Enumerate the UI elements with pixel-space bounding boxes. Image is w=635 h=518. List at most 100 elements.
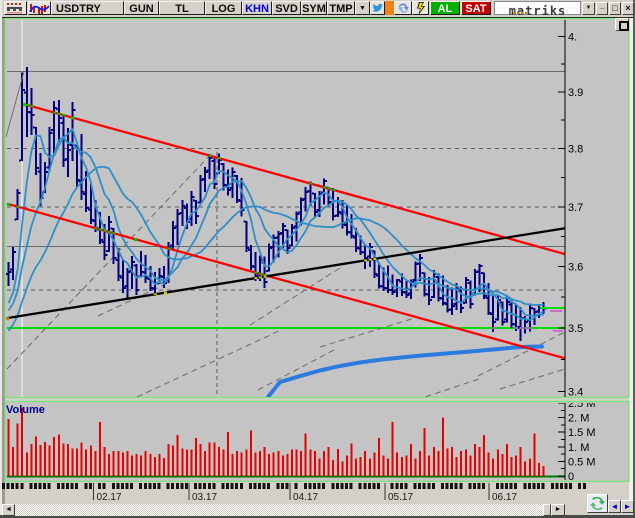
buy-button[interactable]: AL: [430, 1, 460, 15]
price-tick-label: 3.5: [568, 323, 583, 335]
price-tick-label: 3.6: [568, 262, 583, 274]
scroll-left-icon: ◄: [5, 506, 12, 513]
trendline-black-support[interactable]: [6, 227, 566, 320]
prev-arrow-icon: ◄: [610, 502, 619, 511]
trendline-steep-gray[interactable]: [6, 71, 25, 138]
diagonal-guide-line: [319, 316, 419, 348]
diagonal-guide-line: [97, 281, 171, 317]
diagonal-guide-line: [257, 349, 335, 391]
toolbar-button-khn[interactable]: KHN: [242, 1, 272, 15]
window-border-right: [633, 0, 635, 518]
volume-tick-label: 1. M: [568, 442, 589, 454]
sell-button[interactable]: SAT: [461, 1, 491, 15]
moving-average-200: [266, 344, 544, 397]
diagonal-guide-line: [136, 329, 282, 397]
price-tick-label: 3.8: [568, 144, 583, 156]
volume-axis-labels: 2.5 M 2. M 1.5 M 1. M 0.5 M 0: [558, 403, 596, 483]
price-tick-label: 3.9: [568, 87, 583, 99]
blue-sync-arrows-icon: [397, 3, 409, 13]
price-tick-label: 3.7: [568, 202, 583, 214]
trendline-anchor-dot[interactable]: [71, 116, 74, 120]
volume-tick-label: 0.5 M: [568, 456, 596, 468]
symbol-cell[interactable]: USDTRY: [51, 1, 124, 15]
khn-label: KHN: [245, 3, 269, 15]
scroll-right-icon: ►: [554, 506, 562, 513]
template-dropdown-button[interactable]: ▼: [355, 1, 370, 15]
trendline-anchor-dot[interactable]: [134, 238, 137, 242]
scrollbar-thumb[interactable]: [543, 504, 551, 516]
moving-average-5: [7, 128, 544, 321]
scroll-left-button[interactable]: ◄: [2, 504, 15, 516]
log-label: LOG: [211, 3, 236, 15]
price-pane: [4, 17, 630, 399]
price-tick-label: 4.: [568, 32, 577, 44]
toolbar-button-svd[interactable]: SVD: [272, 1, 301, 15]
sym-label: SYM: [302, 3, 326, 15]
toolbar-button-tmp[interactable]: TMP: [327, 1, 355, 15]
matriks-logo: matriks: [494, 1, 581, 18]
diagonal-guide-line: [423, 377, 483, 397]
window-dropdown-button[interactable]: ▼: [582, 2, 595, 15]
close-button[interactable]: ×: [622, 2, 634, 15]
diagonal-guide-line: [477, 331, 566, 377]
scroll-right-button[interactable]: ►: [551, 504, 565, 516]
price-tick-label: 3.4: [568, 386, 583, 398]
minimize-icon: _: [599, 1, 605, 10]
symbol-label: USDTRY: [56, 3, 101, 15]
diagonal-guide-line: [249, 267, 341, 326]
maximize-button[interactable]: □: [609, 2, 621, 15]
page-prev-button[interactable]: ◄: [608, 500, 621, 513]
chart-type-icon-button[interactable]: [28, 1, 51, 15]
refresh-button[interactable]: [587, 494, 608, 513]
gun-label: GUN: [129, 3, 154, 15]
sell-label: SAT: [465, 3, 487, 15]
month-label: 02.17: [97, 492, 122, 503]
pane-maximize-icon: [619, 21, 629, 31]
month-label: 04.17: [293, 492, 318, 503]
trendline-anchor-dot[interactable]: [164, 291, 167, 295]
month-label: 03.17: [192, 492, 217, 503]
trendline-upper-red[interactable]: [23, 103, 566, 256]
orange-indicator-icon[interactable]: [385, 1, 394, 15]
sync-button[interactable]: [394, 1, 412, 15]
trendline-anchor-dot[interactable]: [23, 103, 26, 107]
volume-pane-label: Volume: [6, 404, 45, 416]
volume-axis: 2.5 M 2. M 1.5 M 1. M 0.5 M 0: [558, 403, 596, 483]
buy-label: AL: [437, 3, 453, 15]
price-pane-content: [6, 20, 566, 397]
m-logo-icon: [7, 3, 22, 14]
window-border-left: [0, 0, 2, 518]
toolbar-button-log[interactable]: LOG: [205, 1, 242, 15]
close-icon: ×: [625, 3, 631, 13]
refresh-icon: [589, 496, 606, 511]
volume-tick-label: 2. M: [568, 413, 589, 425]
tmp-label: TMP: [329, 3, 353, 15]
minimize-button[interactable]: _: [596, 1, 608, 15]
time-scrollbar[interactable]: ◄ ►: [2, 504, 565, 516]
page-next-button[interactable]: ►: [621, 500, 634, 513]
diagonal-guide-line: [499, 368, 566, 390]
pane-maximize-button[interactable]: [615, 18, 629, 31]
toolbar-button-gun[interactable]: GUN: [124, 1, 159, 15]
tl-label: TL: [175, 3, 189, 15]
moving-average-10: [7, 136, 544, 317]
indicator-axis-mark: [550, 310, 562, 312]
quick-trade-button[interactable]: [412, 1, 429, 15]
trendline-anchor-dot[interactable]: [6, 317, 9, 321]
matriks-logo-text: matriks: [508, 4, 567, 18]
volume-tick-label: 0: [568, 471, 574, 483]
bars-and-wave-icon: [29, 4, 50, 14]
window-border-left-inner: [2, 17, 5, 505]
trendline-anchor-dot[interactable]: [7, 202, 10, 206]
twitter-share-button[interactable]: [370, 1, 385, 15]
matriks-app-icon[interactable]: [4, 1, 27, 15]
twitter-bird-icon: [372, 3, 383, 12]
volume-bars: [7, 407, 545, 476]
indicator-axis-mark: [553, 330, 563, 332]
window-dropdown-icon: ▼: [585, 5, 592, 11]
toolbar-button-tl[interactable]: TL: [159, 1, 205, 15]
price-axis: 4. 3.9 3.8 3.7 3.6 3.5 3.4: [558, 20, 583, 398]
toolbar-button-sym[interactable]: SYM: [301, 1, 327, 15]
